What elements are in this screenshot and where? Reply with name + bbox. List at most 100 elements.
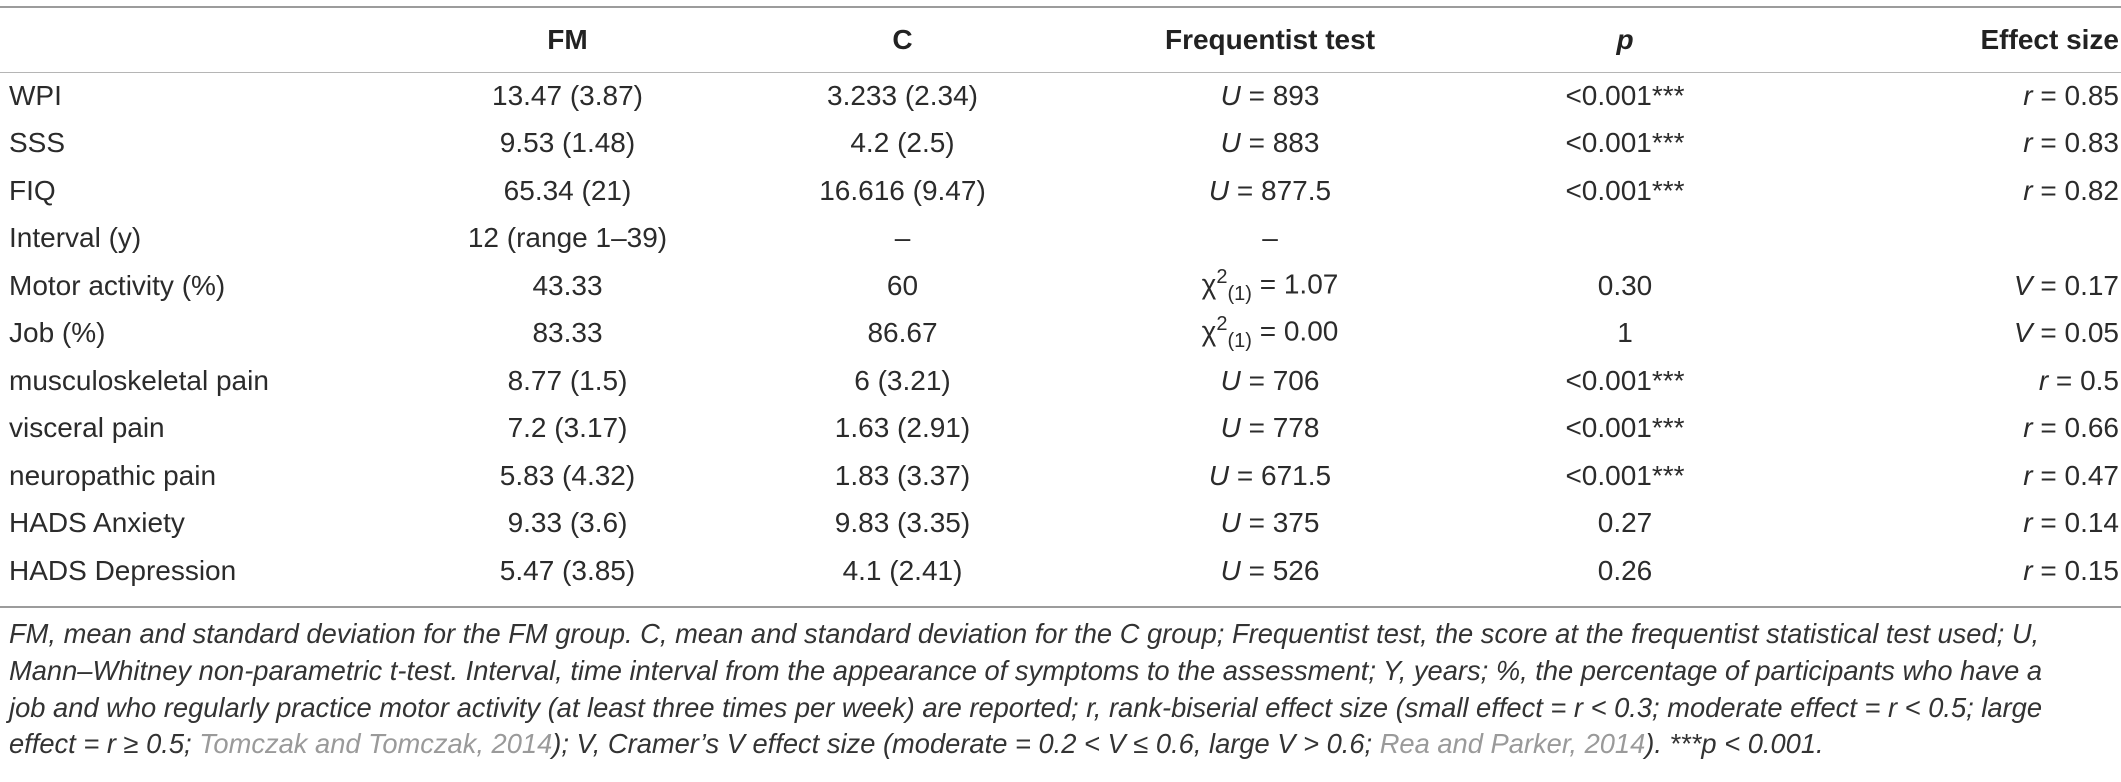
test-value: 375 (1272, 507, 1320, 539)
row-label: HADS Anxiety (9, 507, 185, 539)
test-subscript: (1) (1227, 330, 1252, 353)
citation-link[interactable]: Rea and Parker, 2014 (1379, 728, 1646, 760)
cell-effect-size: V = 0.05 (1810, 310, 2121, 358)
table-row: Motor activity (%) 43.33 60 χ2(1) = 1.07 0.3… (0, 262, 2121, 310)
cell-test: U = 778 (1100, 405, 1440, 453)
cell-effect-size: r = 0.15 (1810, 547, 2121, 595)
cell-test: χ2(1) = 0.00 (1100, 310, 1440, 358)
footnote-line-4: effect = r ≥ 0.5; Tomczak and Tomczak, 2… (9, 726, 2114, 763)
cell-fm: 8.77 (1.5) (507, 364, 628, 396)
effect-value: = 0.85 (2032, 79, 2119, 111)
cell-effect-size (1810, 215, 2121, 263)
cell-p (1440, 215, 1810, 263)
cell-test: U = 375 (1100, 500, 1440, 548)
row-label: HADS Depression (9, 554, 237, 586)
footnote-line-1: FM, mean and standard deviation for the … (9, 618, 2040, 649)
table-row: Interval (y) 12 (range 1–39) – – (0, 215, 2121, 263)
cell-test: χ2(1) = 1.07 (1100, 262, 1440, 310)
row-label: musculoskeletal pain (9, 364, 269, 396)
cell-p: <0.001*** (1565, 412, 1685, 444)
effect-value: = 0.5 (2048, 364, 2119, 396)
test-symbol: U (1208, 174, 1230, 206)
cell-effect-size: r = 0.82 (1810, 167, 2121, 215)
row-label: visceral pain (9, 412, 165, 444)
table-header-row: FM C Frequentist test p Effect size (0, 8, 2121, 72)
header-frequentist-test: Frequentist test (1164, 24, 1376, 55)
cell-p: <0.001*** (1565, 127, 1685, 159)
cell-fm: 5.83 (4.32) (499, 459, 636, 491)
table-row: SSS 9.53 (1.48) 4.2 (2.5) U = 883 <0.001*** r… (0, 120, 2121, 168)
cell-p: <0.001*** (1565, 364, 1685, 396)
effect-value: = 0.05 (2032, 317, 2119, 349)
table-row: WPI 13.47 (3.87) 3.233 (2.34) U = 893 <0.001… (0, 72, 2121, 120)
test-operator: = (1240, 127, 1273, 159)
cell-fm: 12 (range 1–39) (467, 222, 668, 254)
cell-p: 1 (1617, 317, 1633, 349)
effect-symbol: r (2023, 174, 2033, 206)
test-subscript: (1) (1227, 282, 1252, 305)
effect-symbol: r (2023, 127, 2033, 159)
cell-effect-size: r = 0.83 (1810, 120, 2121, 168)
cell-effect-size: r = 0.5 (1810, 357, 2121, 405)
test-value: 671.5 (1261, 459, 1332, 491)
cell-p: <0.001*** (1565, 174, 1685, 206)
cell-fm: 5.47 (3.85) (499, 554, 636, 586)
table-body: WPI 13.47 (3.87) 3.233 (2.34) U = 893 <0.001… (0, 72, 2121, 595)
cell-fm: 9.33 (3.6) (507, 507, 628, 539)
cell-test: U = 893 (1100, 72, 1440, 120)
cell-c: 9.83 (3.35) (834, 507, 971, 539)
cell-fm: 9.53 (1.48) (499, 127, 636, 159)
footnote-text: effect = r ≥ 0.5; (9, 728, 200, 760)
test-value: 778 (1272, 412, 1320, 444)
footnote-line-2: Mann–Whitney non-parametric t-test. Inte… (9, 654, 2043, 686)
row-label: SSS (9, 127, 66, 159)
header-p: p (1616, 24, 1634, 55)
test-superscript: 2 (1216, 313, 1228, 336)
cell-effect-size: V = 0.17 (1810, 262, 2121, 310)
test-operator: = (1240, 364, 1273, 396)
row-label: WPI (9, 79, 62, 111)
cell-test: U = 883 (1100, 120, 1440, 168)
cell-fm: 43.33 (532, 269, 603, 301)
table-row: Job (%) 83.33 86.67 χ2(1) = 0.00 1 V = 0.05 (0, 310, 2121, 358)
test-symbol: U (1208, 459, 1230, 491)
cell-effect-size: r = 0.66 (1810, 405, 2121, 453)
cell-p: 0.30 (1597, 269, 1653, 301)
test-symbol: U (1220, 364, 1241, 396)
test-symbol: U (1220, 554, 1241, 586)
footnote-text: ). ***p < 0.001. (1645, 728, 1824, 760)
row-label: Motor activity (%) (9, 269, 226, 301)
test-value: 893 (1272, 79, 1320, 111)
effect-value: = 0.15 (2032, 554, 2119, 586)
cell-c: 86.67 (867, 317, 938, 349)
effect-symbol: V (2013, 317, 2033, 349)
cell-test: U = 706 (1100, 357, 1440, 405)
test-value: 883 (1272, 127, 1320, 159)
test-symbol: χ (1201, 268, 1217, 300)
footnote-text: ); V, Cramer’s V effect size (moderate =… (552, 728, 1380, 760)
cell-effect-size: r = 0.14 (1810, 500, 2121, 548)
test-operator: = (1240, 79, 1273, 111)
cell-fm: 13.47 (3.87) (492, 79, 643, 111)
effect-symbol: r (2023, 79, 2033, 111)
bottom-rule (0, 606, 2121, 608)
test-symbol: χ (1201, 315, 1217, 347)
table-row: FIQ 65.34 (21) 16.616 (9.47) U = 877.5 <0.00… (0, 167, 2121, 215)
row-label: Job (%) (9, 317, 106, 349)
test-symbol: U (1220, 79, 1241, 111)
cell-test: U = 671.5 (1100, 452, 1440, 500)
header-rule (0, 72, 2121, 73)
test-operator: = (1229, 459, 1262, 491)
top-rule (0, 6, 2121, 8)
cell-c: 4.1 (2.41) (842, 554, 963, 586)
test-superscript: 2 (1216, 265, 1228, 288)
citation-link[interactable]: Tomczak and Tomczak, 2014 (199, 728, 553, 760)
test-operator: = (1240, 412, 1273, 444)
effect-value: = 0.17 (2032, 269, 2119, 301)
cell-c: 4.2 (2.5) (850, 127, 955, 159)
cell-c: 60 (886, 269, 919, 301)
header-fm: FM (547, 24, 588, 55)
test-symbol: U (1220, 412, 1241, 444)
table-row: HADS Depression 5.47 (3.85) 4.1 (2.41) U = … (0, 547, 2121, 595)
test-value: 1.07 (1283, 268, 1339, 300)
